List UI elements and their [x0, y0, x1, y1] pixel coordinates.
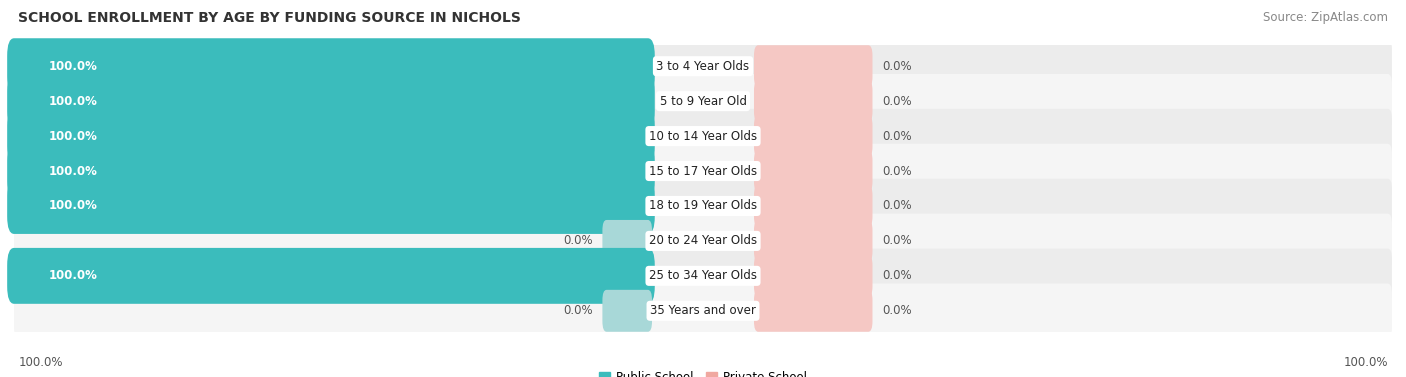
- Text: 0.0%: 0.0%: [882, 234, 911, 247]
- FancyBboxPatch shape: [7, 73, 655, 129]
- Text: 100.0%: 100.0%: [48, 60, 97, 73]
- FancyBboxPatch shape: [14, 109, 1392, 163]
- Text: SCHOOL ENROLLMENT BY AGE BY FUNDING SOURCE IN NICHOLS: SCHOOL ENROLLMENT BY AGE BY FUNDING SOUR…: [18, 11, 522, 25]
- FancyBboxPatch shape: [14, 214, 1392, 268]
- FancyBboxPatch shape: [602, 220, 652, 262]
- Text: 100.0%: 100.0%: [18, 357, 63, 369]
- FancyBboxPatch shape: [754, 115, 873, 157]
- Text: 35 Years and over: 35 Years and over: [650, 304, 756, 317]
- Text: 5 to 9 Year Old: 5 to 9 Year Old: [659, 95, 747, 108]
- FancyBboxPatch shape: [7, 143, 655, 199]
- FancyBboxPatch shape: [754, 255, 873, 297]
- Text: 3 to 4 Year Olds: 3 to 4 Year Olds: [657, 60, 749, 73]
- FancyBboxPatch shape: [754, 45, 873, 87]
- Text: 100.0%: 100.0%: [48, 199, 97, 213]
- Text: 0.0%: 0.0%: [564, 304, 593, 317]
- Text: 0.0%: 0.0%: [564, 234, 593, 247]
- Text: 100.0%: 100.0%: [1343, 357, 1388, 369]
- FancyBboxPatch shape: [602, 290, 652, 332]
- Text: 100.0%: 100.0%: [48, 164, 97, 178]
- Text: 0.0%: 0.0%: [882, 304, 911, 317]
- Text: 10 to 14 Year Olds: 10 to 14 Year Olds: [650, 130, 756, 143]
- Text: 20 to 24 Year Olds: 20 to 24 Year Olds: [650, 234, 756, 247]
- FancyBboxPatch shape: [14, 179, 1392, 233]
- FancyBboxPatch shape: [14, 284, 1392, 338]
- FancyBboxPatch shape: [14, 248, 1392, 303]
- FancyBboxPatch shape: [754, 220, 873, 262]
- Text: 18 to 19 Year Olds: 18 to 19 Year Olds: [650, 199, 756, 213]
- FancyBboxPatch shape: [754, 80, 873, 122]
- Legend: Public School, Private School: Public School, Private School: [593, 366, 813, 377]
- Text: 25 to 34 Year Olds: 25 to 34 Year Olds: [650, 269, 756, 282]
- FancyBboxPatch shape: [14, 74, 1392, 129]
- FancyBboxPatch shape: [14, 144, 1392, 198]
- FancyBboxPatch shape: [14, 39, 1392, 93]
- FancyBboxPatch shape: [7, 108, 655, 164]
- FancyBboxPatch shape: [7, 248, 655, 304]
- Text: 100.0%: 100.0%: [48, 130, 97, 143]
- FancyBboxPatch shape: [7, 178, 655, 234]
- Text: 15 to 17 Year Olds: 15 to 17 Year Olds: [650, 164, 756, 178]
- Text: 100.0%: 100.0%: [48, 269, 97, 282]
- Text: 100.0%: 100.0%: [48, 95, 97, 108]
- Text: Source: ZipAtlas.com: Source: ZipAtlas.com: [1263, 11, 1388, 24]
- Text: 0.0%: 0.0%: [882, 95, 911, 108]
- Text: 0.0%: 0.0%: [882, 269, 911, 282]
- FancyBboxPatch shape: [754, 150, 873, 192]
- FancyBboxPatch shape: [7, 38, 655, 94]
- Text: 0.0%: 0.0%: [882, 199, 911, 213]
- FancyBboxPatch shape: [754, 290, 873, 332]
- Text: 0.0%: 0.0%: [882, 130, 911, 143]
- FancyBboxPatch shape: [754, 185, 873, 227]
- Text: 0.0%: 0.0%: [882, 60, 911, 73]
- Text: 0.0%: 0.0%: [882, 164, 911, 178]
